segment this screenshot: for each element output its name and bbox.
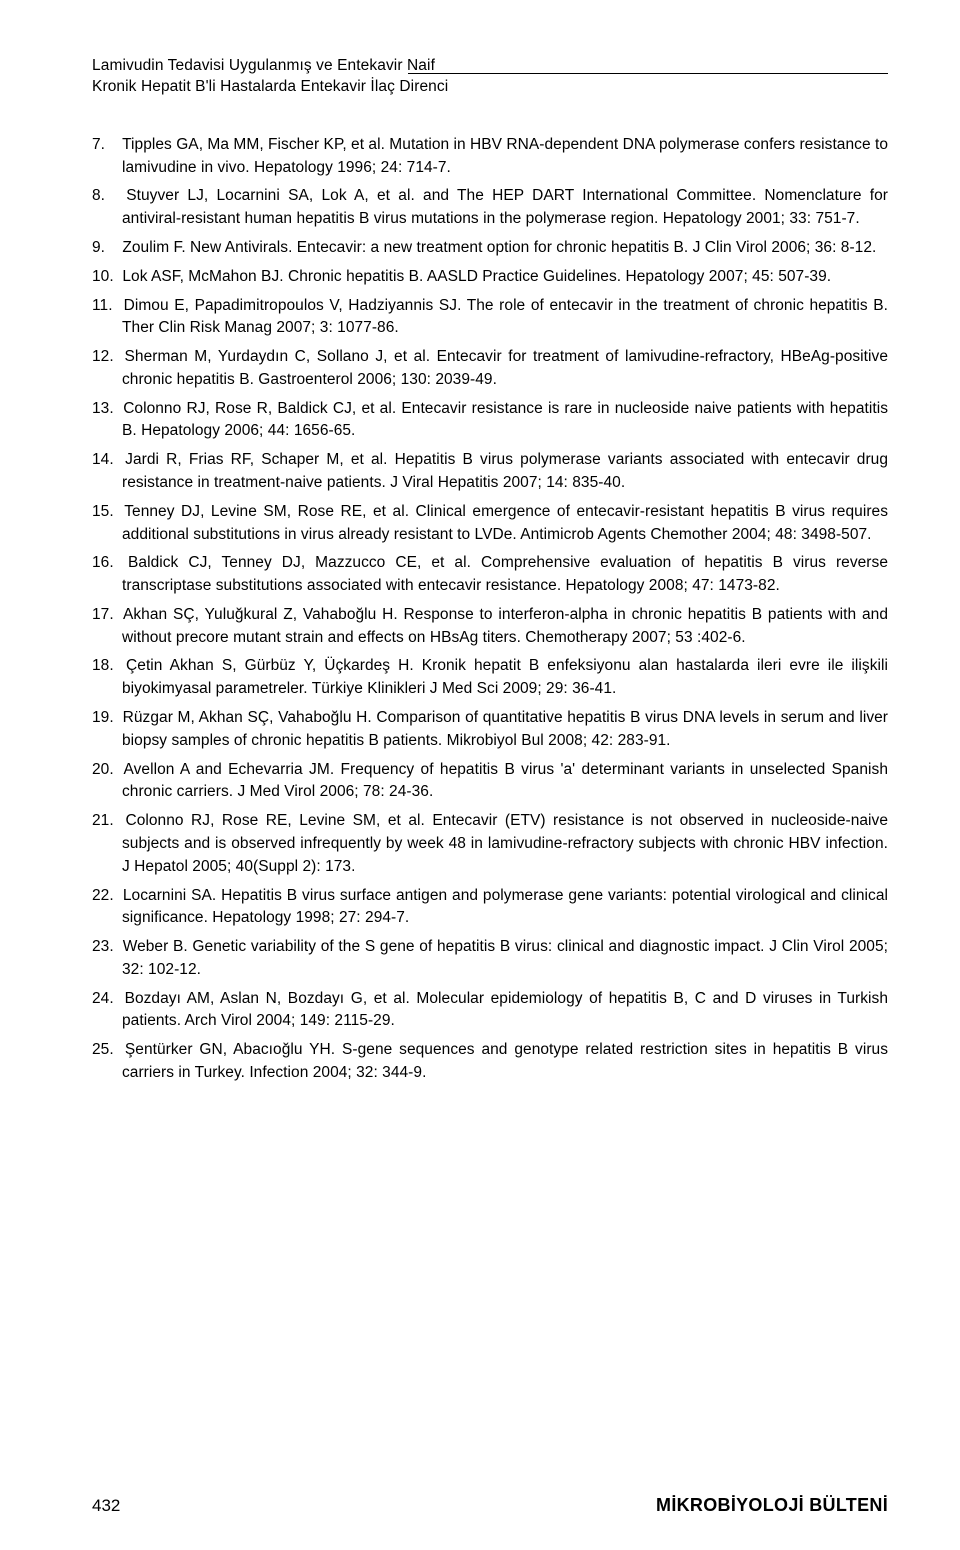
reference-text: Rüzgar M, Akhan SÇ, Vahaboğlu H. Compari…	[122, 709, 888, 749]
reference-item: 25. Şentürker GN, Abacıoğlu YH. S-gene s…	[92, 1039, 888, 1085]
reference-item: 18. Çetin Akhan S, Gürbüz Y, Üçkardeş H.…	[92, 655, 888, 701]
reference-text: Tenney DJ, Levine SM, Rose RE, et al. Cl…	[122, 503, 888, 543]
reference-item: 13. Colonno RJ, Rose R, Baldick CJ, et a…	[92, 398, 888, 444]
reference-number: 9.	[92, 237, 118, 260]
reference-item: 12. Sherman M, Yurdaydın C, Sollano J, e…	[92, 346, 888, 392]
page-number: 432	[92, 1496, 120, 1516]
reference-number: 23.	[92, 936, 118, 959]
reference-text: Stuyver LJ, Locarnini SA, Lok A, et al. …	[122, 187, 888, 227]
journal-name: MİKROBİYOLOJİ BÜLTENİ	[656, 1495, 888, 1516]
reference-number: 20.	[92, 759, 118, 782]
reference-item: 20. Avellon A and Echevarria JM. Frequen…	[92, 759, 888, 805]
reference-item: 15. Tenney DJ, Levine SM, Rose RE, et al…	[92, 501, 888, 547]
reference-number: 16.	[92, 552, 118, 575]
reference-text: Şentürker GN, Abacıoğlu YH. S-gene seque…	[122, 1041, 888, 1081]
reference-number: 12.	[92, 346, 118, 369]
reference-text: Zoulim F. New Antivirals. Entecavir: a n…	[122, 239, 876, 256]
reference-item: 24. Bozdayı AM, Aslan N, Bozdayı G, et a…	[92, 988, 888, 1034]
reference-number: 24.	[92, 988, 118, 1011]
reference-number: 14.	[92, 449, 118, 472]
reference-number: 8.	[92, 185, 118, 208]
reference-number: 11.	[92, 295, 118, 318]
reference-text: Avellon A and Echevarria JM. Frequency o…	[122, 761, 888, 801]
reference-item: 23. Weber B. Genetic variability of the …	[92, 936, 888, 982]
reference-text: Tipples GA, Ma MM, Fischer KP, et al. Mu…	[122, 136, 888, 176]
reference-text: Çetin Akhan S, Gürbüz Y, Üçkardeş H. Kro…	[122, 657, 888, 697]
reference-number: 17.	[92, 604, 118, 627]
reference-text: Akhan SÇ, Yuluğkural Z, Vahaboğlu H. Res…	[122, 606, 888, 646]
reference-item: 22. Locarnini SA. Hepatitis B virus surf…	[92, 885, 888, 931]
reference-item: 14. Jardi R, Frias RF, Schaper M, et al.…	[92, 449, 888, 495]
reference-number: 15.	[92, 501, 118, 524]
reference-text: Bozdayı AM, Aslan N, Bozdayı G, et al. M…	[122, 990, 888, 1030]
reference-number: 18.	[92, 655, 118, 678]
reference-text: Sherman M, Yurdaydın C, Sollano J, et al…	[122, 348, 888, 388]
reference-item: 7. Tipples GA, Ma MM, Fischer KP, et al.…	[92, 134, 888, 180]
running-header-line2: Kronik Hepatit B'li Hastalarda Entekavir…	[92, 77, 888, 98]
reference-number: 7.	[92, 134, 118, 157]
reference-text: Lok ASF, McMahon BJ. Chronic hepatitis B…	[122, 268, 831, 285]
reference-item: 21. Colonno RJ, Rose RE, Levine SM, et a…	[92, 810, 888, 878]
reference-item: 19. Rüzgar M, Akhan SÇ, Vahaboğlu H. Com…	[92, 707, 888, 753]
reference-item: 17. Akhan SÇ, Yuluğkural Z, Vahaboğlu H.…	[92, 604, 888, 650]
reference-text: Colonno RJ, Rose R, Baldick CJ, et al. E…	[122, 400, 888, 440]
reference-number: 22.	[92, 885, 118, 908]
reference-number: 13.	[92, 398, 118, 421]
reference-text: Locarnini SA. Hepatitis B virus surface …	[122, 887, 888, 927]
references-list: 7. Tipples GA, Ma MM, Fischer KP, et al.…	[92, 134, 888, 1085]
reference-number: 21.	[92, 810, 118, 833]
reference-text: Dimou E, Papadimitropoulos V, Hadziyanni…	[122, 297, 888, 337]
reference-number: 25.	[92, 1039, 118, 1062]
reference-item: 10. Lok ASF, McMahon BJ. Chronic hepatit…	[92, 266, 888, 289]
reference-item: 16. Baldick CJ, Tenney DJ, Mazzucco CE, …	[92, 552, 888, 598]
reference-item: 9. Zoulim F. New Antivirals. Entecavir: …	[92, 237, 888, 260]
reference-item: 11. Dimou E, Papadimitropoulos V, Hadziy…	[92, 295, 888, 341]
reference-number: 10.	[92, 266, 118, 289]
header-rule	[408, 73, 888, 74]
reference-number: 19.	[92, 707, 118, 730]
reference-text: Baldick CJ, Tenney DJ, Mazzucco CE, et a…	[122, 554, 888, 594]
page-footer: 432 MİKROBİYOLOJİ BÜLTENİ	[92, 1495, 888, 1516]
running-header: Lamivudin Tedavisi Uygulanmış ve Entekav…	[92, 56, 888, 98]
reference-text: Weber B. Genetic variability of the S ge…	[122, 938, 888, 978]
reference-item: 8. Stuyver LJ, Locarnini SA, Lok A, et a…	[92, 185, 888, 231]
reference-text: Colonno RJ, Rose RE, Levine SM, et al. E…	[122, 812, 888, 875]
reference-text: Jardi R, Frias RF, Schaper M, et al. Hep…	[122, 451, 888, 491]
